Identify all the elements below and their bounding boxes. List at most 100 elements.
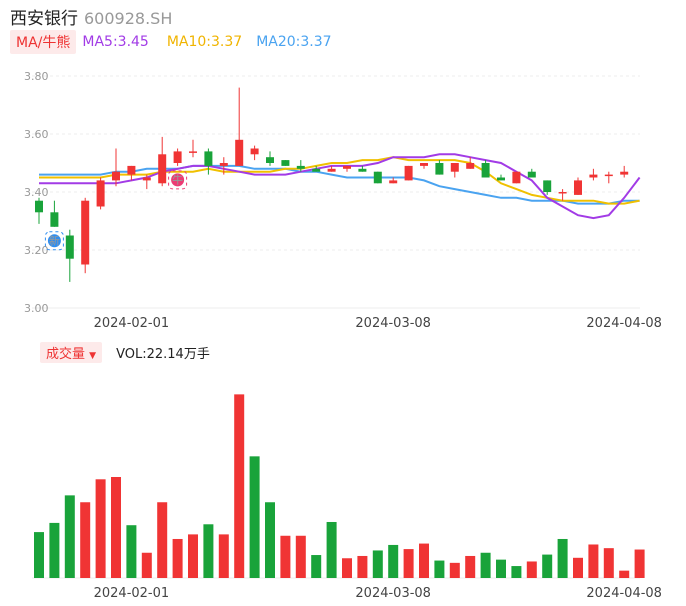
- price-date-label: 2024-03-08: [355, 316, 431, 331]
- volume-bar: [496, 559, 506, 578]
- volume-bar: [357, 555, 368, 578]
- marker-frame: [44, 231, 64, 251]
- volume-bar: [280, 535, 291, 578]
- candle-body: [450, 163, 459, 172]
- volume-value: VOL:22.14万手: [116, 346, 210, 362]
- candle-body: [204, 151, 213, 166]
- candle-body: [604, 174, 613, 177]
- volume-bar: [403, 549, 414, 578]
- volume-bar: [234, 394, 245, 578]
- candle-body: [65, 235, 74, 259]
- candle-body: [173, 151, 182, 163]
- candle-body: [481, 163, 490, 178]
- marker-label: 新: [49, 233, 60, 247]
- candle-body: [527, 171, 536, 178]
- candle-body: [358, 168, 367, 172]
- volume-bar: [634, 549, 645, 578]
- candle-body: [389, 180, 398, 184]
- price-date-label: 2024-02-01: [94, 316, 170, 331]
- candle-body: [81, 200, 90, 265]
- candle-body: [420, 163, 428, 166]
- volume-bar: [326, 521, 337, 578]
- marker-badge: [47, 234, 61, 248]
- volume-bar: [480, 552, 491, 578]
- price-tick-label: 3.00: [24, 302, 49, 315]
- ma5-label: MA5:3.45: [82, 34, 149, 50]
- candle-body: [574, 180, 582, 195]
- stock-code: 600928.SH: [84, 9, 173, 28]
- candle-body: [466, 163, 475, 169]
- volume-toggle-button[interactable]: 成交量 ▼: [40, 341, 103, 363]
- volume-bar: [434, 560, 445, 578]
- volume-bar: [311, 555, 322, 578]
- volume-bar: [265, 502, 275, 578]
- volume-bar: [419, 543, 429, 578]
- price-tick-label: 3.20: [24, 244, 49, 257]
- candle-body: [127, 165, 136, 175]
- candle-body: [219, 163, 228, 166]
- marker-badge: [171, 173, 185, 187]
- candle-body: [142, 177, 151, 181]
- volume-bar: [95, 479, 106, 578]
- ma5-line: [39, 153, 641, 220]
- ma10-line: [39, 156, 640, 205]
- volume-bar: [49, 522, 60, 578]
- price-date-label: 2024-04-08: [586, 316, 662, 331]
- candle-body: [435, 163, 444, 175]
- candle-body: [373, 171, 382, 184]
- volume-bar: [111, 477, 121, 578]
- stock-header: 西安银行 600928.SH: [10, 4, 173, 29]
- volume-bar: [172, 538, 183, 578]
- candle-body: [327, 168, 336, 172]
- volume-bar: [573, 557, 583, 578]
- volume-bar: [388, 544, 399, 578]
- candle-body: [235, 139, 244, 166]
- price-tick-label: 3.80: [24, 70, 49, 83]
- volume-bar: [372, 550, 383, 578]
- volume-bar: [188, 534, 198, 578]
- candle-body: [497, 177, 505, 181]
- candle-body: [343, 165, 351, 169]
- candle-body: [543, 180, 552, 192]
- ma-legend: MA/牛熊 MA5:3.45 MA10:3.37 MA20:3.37: [10, 30, 332, 54]
- candle-body: [512, 171, 521, 184]
- dropdown-arrow-icon: ▼: [89, 350, 97, 361]
- volume-bar: [526, 561, 537, 578]
- candle-body: [50, 212, 59, 227]
- volume-bar: [126, 525, 137, 578]
- volume-toggle-label: 成交量: [46, 346, 86, 362]
- volume-date-label: 2024-02-01: [94, 586, 170, 601]
- volume-bar: [465, 555, 476, 578]
- volume-bar: [203, 524, 214, 578]
- candle-body: [266, 157, 274, 163]
- volume-bar: [157, 502, 168, 578]
- volume-bar: [588, 544, 599, 578]
- candle-body: [96, 180, 105, 207]
- volume-bar: [542, 554, 553, 578]
- volume-bar: [249, 456, 260, 578]
- volume-bar: [80, 502, 91, 578]
- marker-label: 牛: [172, 172, 183, 186]
- candle-body: [158, 154, 167, 184]
- ma10-label: MA10:3.37: [166, 34, 243, 50]
- volume-bar: [64, 495, 75, 578]
- volume-date-label: 2024-04-08: [586, 586, 662, 601]
- volume-bar: [557, 538, 568, 578]
- candle-body: [558, 192, 567, 194]
- stock-name: 西安银行: [10, 9, 78, 29]
- volume-bar: [141, 552, 152, 578]
- candle-body: [312, 168, 321, 172]
- volume-bar: [603, 548, 614, 578]
- ma-toggle-button[interactable]: MA/牛熊: [10, 30, 77, 54]
- candle-body: [620, 171, 629, 175]
- candle-body: [250, 148, 259, 155]
- ma20-label: MA20:3.37: [256, 34, 332, 50]
- candle-body: [189, 151, 197, 153]
- candle-body: [589, 174, 598, 178]
- candle-body: [404, 165, 413, 181]
- volume-bar: [342, 558, 352, 578]
- ma20-line: [39, 164, 640, 205]
- price-tick-label: 3.60: [24, 128, 49, 141]
- candle-body: [281, 160, 290, 166]
